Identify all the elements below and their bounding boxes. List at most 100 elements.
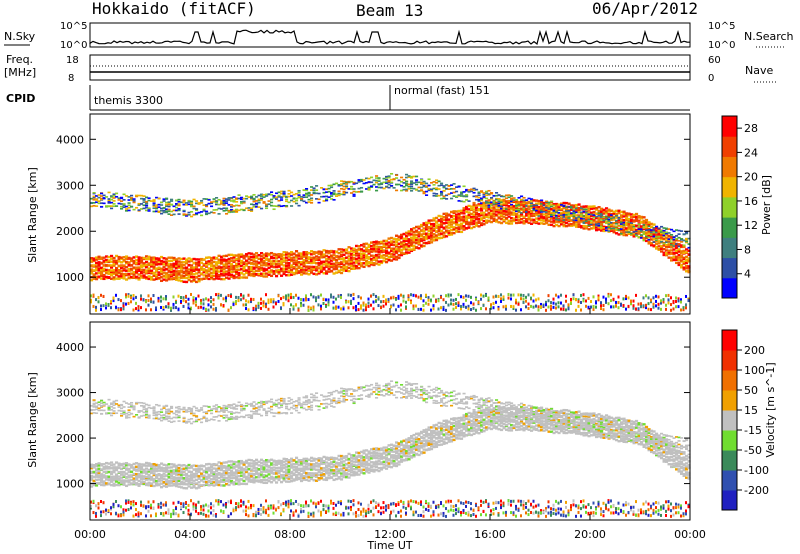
power-cell <box>617 224 621 227</box>
power-cell <box>152 265 156 269</box>
power-cell <box>397 242 401 245</box>
power-cell <box>577 298 580 302</box>
power-cell <box>640 236 644 239</box>
power-cell <box>172 273 176 276</box>
power-cell <box>385 181 389 184</box>
power-cell <box>632 225 636 228</box>
power-cell <box>437 232 441 236</box>
power-cell <box>350 260 354 263</box>
power-cell <box>462 212 466 215</box>
power-cell <box>210 202 214 205</box>
power-cell <box>450 228 454 232</box>
power-cell <box>90 269 94 273</box>
power-cell <box>177 294 180 298</box>
power-cell <box>102 267 106 271</box>
power-cell <box>667 245 671 249</box>
velocity-cell <box>110 403 114 406</box>
power-cell <box>505 208 509 211</box>
power-cell <box>360 255 364 258</box>
power-cell <box>615 216 619 219</box>
power-cell <box>662 300 665 304</box>
power-cell <box>675 229 679 231</box>
power-cell <box>245 271 249 274</box>
velocity-cell <box>172 471 176 474</box>
power-cell <box>342 257 346 260</box>
power-cell <box>120 275 124 278</box>
power-cell <box>235 204 239 207</box>
power-cell <box>297 194 301 196</box>
power-cell <box>230 294 232 298</box>
power-cell <box>240 201 244 203</box>
velocity-cell <box>122 413 126 416</box>
power-cell <box>597 224 601 227</box>
power-cell <box>547 215 551 219</box>
colorbar-tick-label: 8 <box>744 243 751 256</box>
power-cell <box>145 263 149 267</box>
power-cell <box>677 253 681 257</box>
power-cell <box>590 223 594 226</box>
noise-left-tick-top: 10^5 <box>60 21 87 32</box>
power-cell <box>377 180 381 182</box>
power-cell <box>377 242 381 245</box>
power-cell <box>565 201 569 205</box>
power-cell <box>337 305 340 309</box>
power-cell <box>237 274 241 277</box>
power-cell <box>580 213 584 216</box>
velocity-cell <box>157 413 161 416</box>
power-cell <box>530 203 534 206</box>
power-cell <box>327 190 331 193</box>
velocity-cell <box>95 511 97 515</box>
power-cell <box>185 258 189 261</box>
power-cell <box>282 190 286 193</box>
velocity-cell <box>130 404 134 406</box>
power-cell <box>602 219 606 222</box>
power-cell <box>627 220 631 222</box>
power-cell <box>582 222 586 224</box>
power-cell <box>627 231 631 234</box>
noise-left-tick-bottom: 10^0 <box>60 40 87 51</box>
power-cell <box>652 223 656 226</box>
power-cell <box>152 207 156 210</box>
power-cell <box>240 208 244 211</box>
power-cell <box>540 209 544 212</box>
power-cell <box>667 293 670 297</box>
power-cell <box>237 194 241 196</box>
power-cell <box>680 308 682 312</box>
power-cell <box>352 292 355 296</box>
power-cell <box>257 265 261 269</box>
power-cell <box>452 231 456 235</box>
power-cell <box>192 266 196 269</box>
power-cell <box>127 199 131 201</box>
power-cell <box>660 307 662 311</box>
power-cell <box>105 196 109 198</box>
power-cell <box>232 209 236 212</box>
power-cell <box>197 274 201 278</box>
power-cell <box>235 254 239 257</box>
power-cell <box>367 187 371 190</box>
power-cell <box>510 216 514 220</box>
power-cell <box>477 204 481 207</box>
velocity-cell <box>167 463 171 466</box>
power-cell <box>285 270 289 273</box>
power-cell <box>167 302 170 306</box>
power-cell <box>587 228 591 231</box>
power-cell <box>532 205 536 209</box>
power-cell <box>442 218 446 222</box>
velocity-cell <box>112 412 116 415</box>
power-cell <box>502 211 506 214</box>
power-cell <box>575 211 579 214</box>
power-cell <box>615 219 619 222</box>
power-cell <box>165 260 169 263</box>
power-cell <box>405 234 409 237</box>
power-cell <box>510 222 514 225</box>
power-cell <box>415 241 419 245</box>
power-cell <box>487 219 491 223</box>
power-cell <box>452 187 456 190</box>
power-cell <box>355 259 359 262</box>
power-cell <box>422 299 425 303</box>
power-cell <box>185 300 187 304</box>
power-cell <box>547 219 551 222</box>
velocity-cell <box>97 502 100 506</box>
power-cell <box>387 251 391 254</box>
velocity-cell <box>112 469 116 472</box>
